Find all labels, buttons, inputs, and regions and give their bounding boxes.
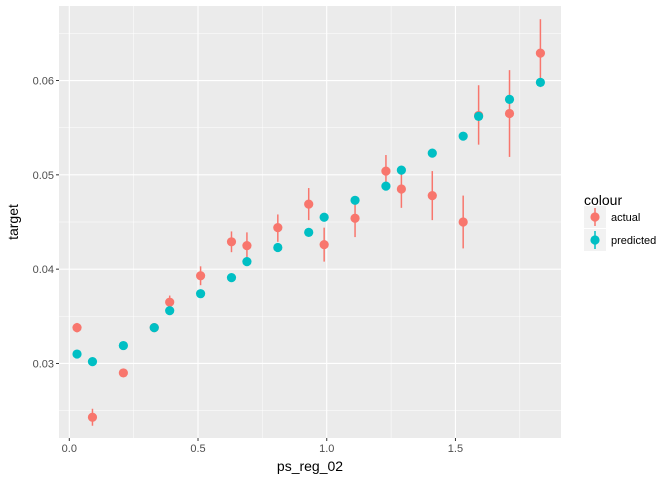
series-predicted	[72, 77, 546, 367]
data-point	[118, 368, 128, 378]
data-point	[273, 223, 283, 233]
data-point	[427, 190, 437, 201]
y-tick-label: 0.05	[33, 170, 54, 182]
data-point	[381, 181, 391, 191]
data-point	[149, 323, 159, 333]
x-axis-title: ps_reg_02	[277, 458, 343, 474]
data-point	[226, 237, 237, 247]
legend: colour actual predicted	[584, 192, 656, 251]
data-point	[273, 242, 283, 253]
data-point	[504, 108, 515, 119]
data-point	[535, 48, 546, 58]
legend-key-point	[590, 212, 600, 222]
data-point	[304, 199, 314, 209]
y-tick-label: 0.04	[33, 264, 54, 276]
data-point	[350, 195, 360, 205]
data-point	[72, 323, 82, 333]
legend-title: colour	[584, 192, 622, 208]
y-tick-label: 0.03	[33, 358, 54, 370]
data-point	[350, 213, 360, 223]
data-point	[242, 257, 252, 267]
data-point	[195, 271, 206, 281]
x-tick-label: 0.5	[190, 443, 205, 455]
x-tick-label: 1.0	[319, 443, 334, 455]
legend-item-actual: actual	[584, 206, 640, 228]
data-point	[535, 77, 546, 88]
y-axis-title: target	[5, 204, 21, 240]
data-point	[165, 306, 175, 316]
data-point	[195, 289, 206, 299]
data-point	[242, 240, 252, 251]
x-tick-label: 1.5	[448, 443, 463, 455]
data-point	[458, 131, 468, 141]
x-axis-ticks: 0.0 0.5 1.0 1.5	[62, 438, 463, 455]
legend-key-point	[590, 235, 600, 245]
y-axis-ticks: 0.03 0.04 0.05 0.06	[33, 76, 59, 370]
legend-item-predicted: predicted	[584, 229, 656, 251]
data-point	[118, 340, 128, 351]
data-point	[319, 212, 329, 222]
data-point	[504, 94, 515, 104]
data-point	[87, 356, 98, 367]
legend-label-predicted: predicted	[611, 235, 656, 247]
data-point	[165, 297, 175, 307]
data-point	[304, 227, 314, 237]
data-point	[396, 184, 406, 194]
legend-label-actual: actual	[611, 212, 640, 224]
x-tick-label: 0.0	[62, 443, 77, 455]
data-point	[319, 240, 329, 250]
data-point	[381, 166, 391, 176]
major-gridlines	[59, 6, 561, 438]
data-point	[427, 148, 437, 158]
y-tick-label: 0.06	[33, 76, 54, 88]
data-point	[474, 111, 484, 121]
data-point	[87, 412, 98, 422]
series-actual	[72, 19, 546, 426]
data-point	[226, 273, 237, 283]
data-point	[396, 165, 406, 175]
data-series	[72, 19, 546, 426]
data-point	[72, 349, 82, 359]
minor-gridlines	[59, 6, 561, 438]
data-point	[458, 217, 468, 227]
